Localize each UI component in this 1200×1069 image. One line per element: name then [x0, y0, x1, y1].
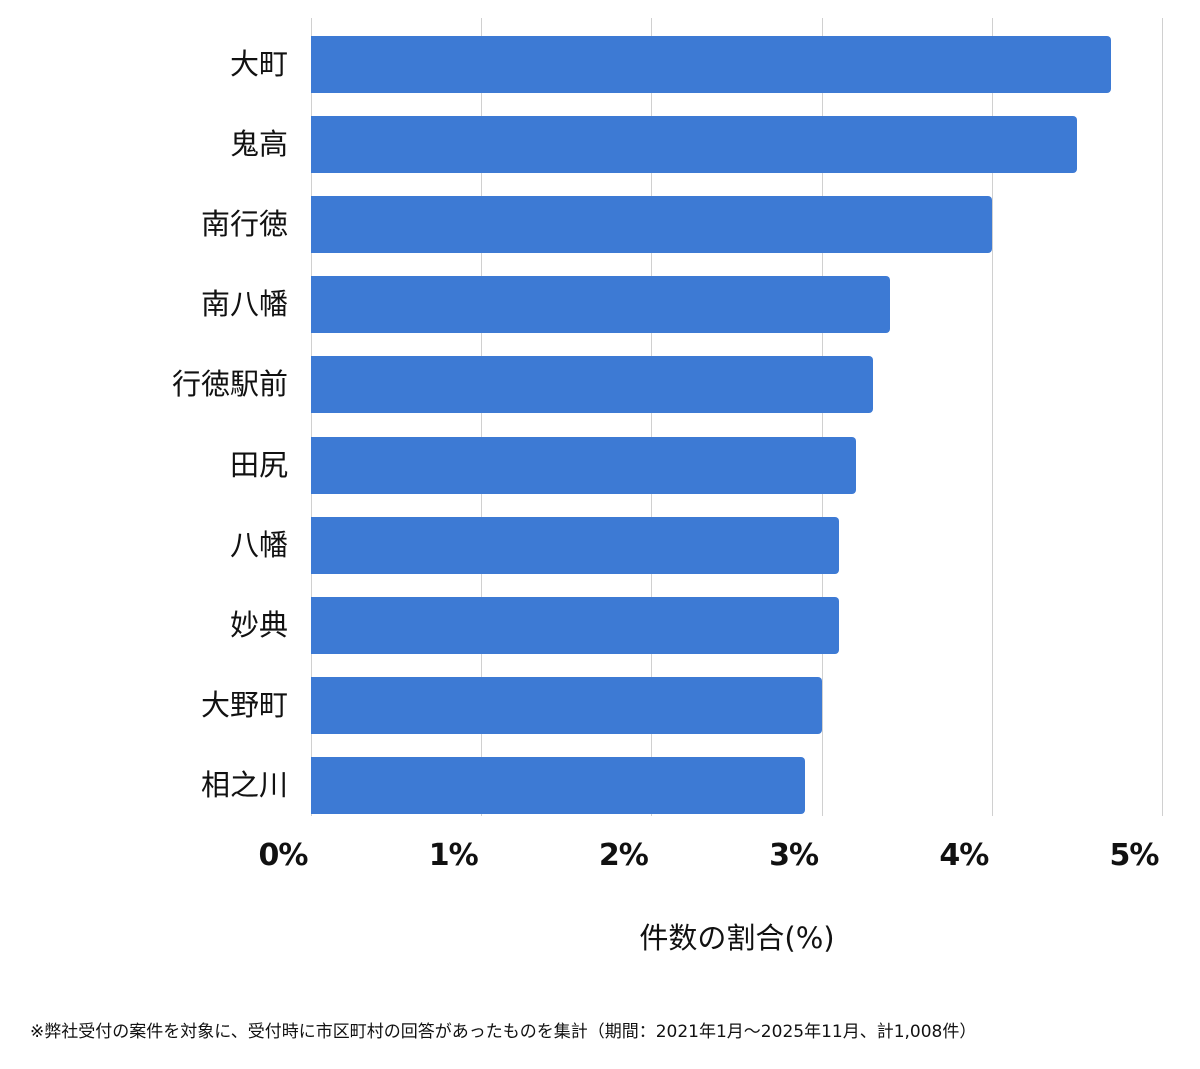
gridline	[991, 18, 993, 816]
bar-row	[311, 756, 1162, 814]
bar-row	[311, 116, 1162, 174]
x-axis-title: 件数の割合(%)	[639, 921, 835, 955]
bar-row	[311, 356, 1162, 414]
x-tick-label: 1%	[428, 838, 479, 873]
plot-area	[311, 18, 1163, 816]
bar	[311, 596, 839, 654]
bar-row	[311, 436, 1162, 494]
x-tick-label: 2%	[598, 838, 649, 873]
category-label: 南八幡	[200, 287, 288, 322]
bar-row	[311, 516, 1162, 574]
gridline	[1162, 18, 1163, 816]
bar	[311, 356, 873, 414]
bar	[311, 516, 839, 574]
category-label: 相之川	[200, 767, 288, 802]
gridline	[481, 18, 483, 816]
x-tick-label: 0%	[258, 838, 309, 873]
bar	[311, 276, 890, 334]
bar	[311, 676, 822, 734]
category-label: 鬼高	[229, 127, 288, 162]
category-label: 行徳駅前	[171, 367, 288, 402]
category-label: 大町	[229, 47, 288, 81]
bar-row	[311, 276, 1162, 334]
gridline	[651, 18, 653, 816]
x-tick-label: 5%	[1109, 838, 1160, 873]
bar	[311, 436, 856, 494]
bar-row	[311, 36, 1162, 93]
x-tick-label: 3%	[769, 838, 819, 873]
category-label: 大野町	[200, 687, 288, 722]
footnote: ※弊社受付の案件を対象に、受付時に市区町村の回答があったものを集計（期間：202…	[30, 1022, 977, 1042]
category-label: 田尻	[229, 447, 288, 482]
bar-row	[311, 676, 1162, 734]
gridline	[821, 18, 823, 816]
bar	[311, 756, 805, 814]
category-label: 八幡	[229, 527, 288, 562]
bar	[311, 36, 1111, 93]
bar-row	[311, 196, 1162, 254]
category-label: 南行徳	[200, 207, 288, 242]
x-tick-label: 4%	[939, 838, 989, 873]
bar	[311, 196, 992, 254]
category-label: 妙典	[229, 607, 288, 642]
gridline	[311, 18, 312, 816]
bar-row	[311, 596, 1162, 654]
bar	[311, 116, 1077, 174]
